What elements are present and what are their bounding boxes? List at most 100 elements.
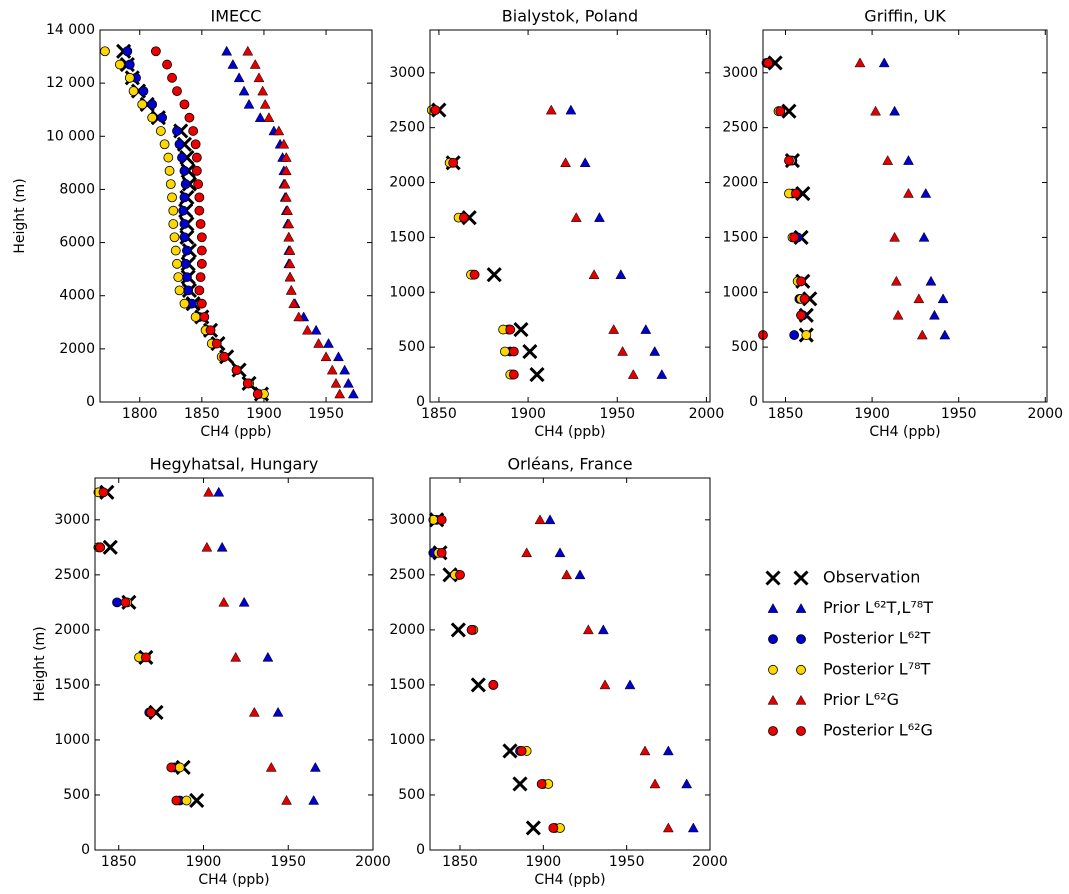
observation-marker: [513, 322, 529, 338]
legend-marker: [765, 570, 781, 586]
x-tick-label: 1900: [854, 406, 890, 422]
circle-marker: [195, 219, 206, 229]
triangle-marker: [272, 706, 284, 717]
triangle-marker: [263, 112, 275, 122]
triangle-marker: [301, 324, 313, 335]
triangle-marker: [227, 59, 239, 69]
y-tick-label: 12 000: [46, 75, 95, 91]
circle-marker: [178, 205, 189, 216]
circle-marker: [548, 823, 559, 833]
circle-marker: [194, 285, 205, 296]
triangle-marker: [308, 794, 320, 805]
triangle-marker: [929, 309, 940, 320]
circle-marker: [188, 126, 199, 136]
circle-marker: [157, 112, 168, 123]
legend-marker: [795, 603, 807, 613]
circle-marker: [165, 179, 176, 190]
triangle-marker: [281, 794, 292, 805]
y-tick-label: 500: [731, 339, 758, 355]
x-axis-label: CH4 (ppb): [534, 872, 605, 888]
circle-marker: [168, 205, 179, 216]
circle-marker: [146, 707, 156, 718]
axes-frame: [429, 477, 711, 851]
triangle-marker: [280, 165, 292, 176]
triangle-marker: [599, 679, 611, 690]
chart-title: Griffin, UK: [864, 7, 946, 26]
triangle-marker: [238, 596, 250, 607]
x-tick-label: 1950: [270, 854, 306, 870]
triangle-marker: [534, 514, 546, 525]
triangle-marker: [323, 338, 334, 348]
circle-marker: [436, 547, 447, 558]
y-tick-label: 6000: [59, 235, 95, 251]
triangle-marker: [310, 324, 322, 335]
circle-marker: [166, 762, 177, 773]
triangle-marker: [213, 486, 225, 497]
triangle-marker: [889, 105, 901, 116]
y-tick-label: 2500: [54, 567, 90, 583]
observation-marker: [522, 343, 538, 360]
circle-marker: [179, 192, 190, 203]
circle-marker: [167, 72, 177, 83]
circle-marker: [162, 59, 172, 70]
x-tick-label: 1900: [246, 406, 282, 422]
legend-label: Prior L⁶²G: [823, 690, 899, 709]
circle-marker: [488, 680, 499, 690]
triangle-marker: [273, 125, 285, 136]
circle-marker: [171, 795, 182, 806]
triangle-marker: [330, 377, 342, 388]
triangle-marker: [221, 45, 233, 56]
circle-marker: [789, 330, 800, 340]
triangle-marker: [639, 745, 651, 756]
triangle-marker: [560, 157, 571, 168]
circle-marker: [179, 298, 190, 309]
y-tick-label: 2500: [389, 567, 425, 583]
y-tick-label: 14 000: [46, 22, 95, 38]
y-tick-label: 1000: [54, 732, 90, 748]
legend-marker: [796, 634, 806, 645]
circle-marker: [147, 112, 158, 123]
circle-marker: [100, 46, 110, 57]
triangle-marker: [890, 275, 902, 286]
y-tick-label: 1500: [389, 677, 425, 693]
circle-marker: [231, 365, 242, 376]
circle-marker: [155, 126, 166, 136]
y-tick-label: 3000: [389, 65, 425, 81]
circle-marker: [184, 112, 195, 123]
triangle-marker: [565, 104, 577, 115]
circle-marker: [219, 351, 230, 362]
triangle-marker: [918, 231, 930, 242]
circle-marker: [196, 245, 207, 256]
circle-marker: [172, 126, 182, 136]
circle-marker: [164, 165, 175, 176]
triangle-marker: [608, 324, 620, 334]
triangle-marker: [545, 104, 557, 115]
triangle-marker: [916, 329, 928, 340]
triangle-marker: [238, 85, 250, 96]
triangle-marker: [203, 486, 214, 497]
y-tick-label: 1000: [722, 284, 758, 300]
triangle-marker: [561, 569, 573, 580]
chart-title: Bialystok, Poland: [502, 7, 638, 26]
x-tick-label: 1850: [768, 406, 804, 422]
circle-marker: [170, 245, 181, 256]
x-tick-label: 1850: [442, 854, 478, 870]
triangle-marker: [282, 205, 293, 215]
y-tick-label: 2000: [59, 341, 95, 357]
observation-marker: [767, 55, 783, 71]
triangle-marker: [579, 157, 591, 168]
circle-marker: [181, 795, 192, 806]
circle-marker: [791, 188, 801, 199]
triangle-marker: [253, 72, 265, 83]
y-axis-label: Height (m): [32, 626, 48, 701]
circle-marker: [455, 569, 465, 580]
triangle-marker: [216, 541, 228, 552]
triangle-marker: [280, 191, 292, 202]
legend-label: Posterior L⁶²G: [823, 721, 933, 740]
y-tick-label: 3000: [722, 65, 758, 81]
circle-marker: [137, 99, 148, 110]
triangle-marker: [334, 388, 346, 399]
triangle-marker: [925, 275, 937, 286]
x-tick-label: 1950: [941, 406, 977, 422]
x-axis-label: CH4 (ppb): [200, 424, 271, 440]
